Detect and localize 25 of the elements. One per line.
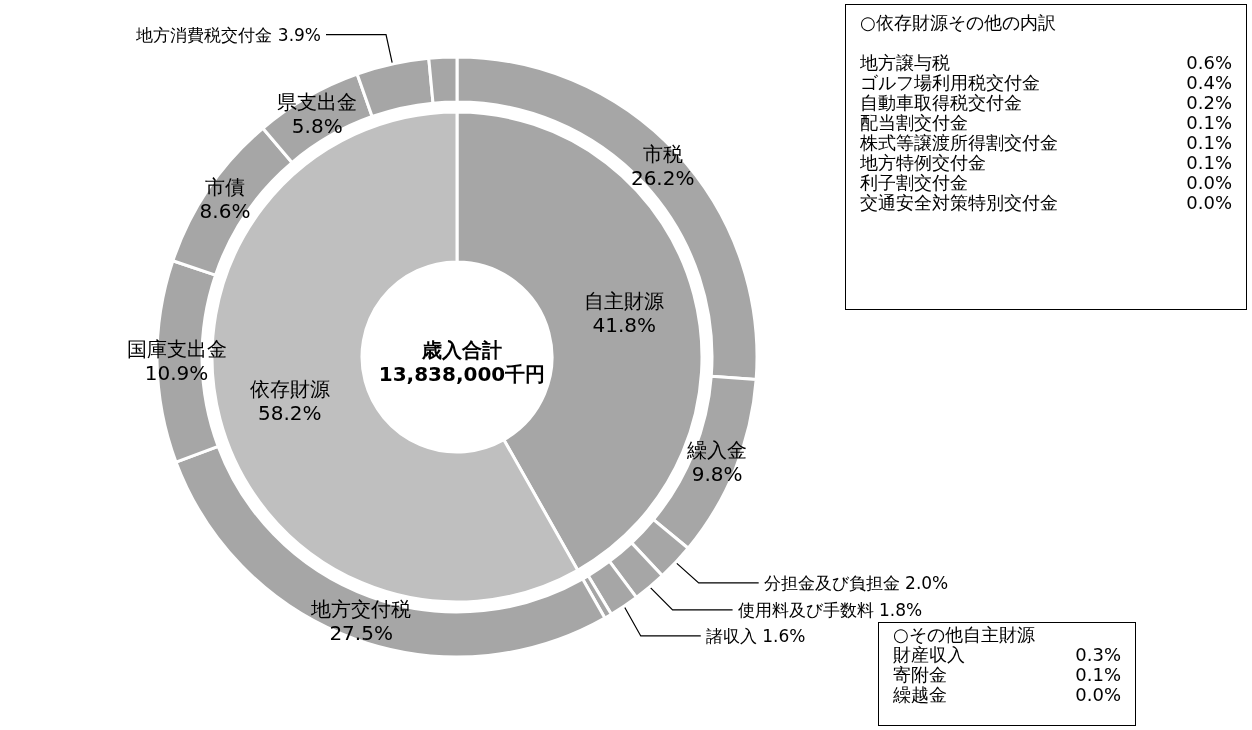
slice-label: 使用料及び手数料 1.8%	[737, 599, 923, 620]
text: 財産収入 0.3% 寄附金 0.1% 繰越金 0.0%	[893, 644, 1121, 705]
slice-label: 自主財源	[584, 288, 665, 313]
data-label: 9.8%	[691, 461, 743, 486]
data-label: 58.2%	[257, 401, 322, 426]
slice-label: 諸収入 1.6%	[705, 625, 806, 646]
data-label: 10.9%	[144, 361, 209, 386]
data-label: 5.8%	[291, 113, 343, 138]
slice-label: 国庫支出金	[126, 337, 227, 362]
data-label: 8.6%	[199, 199, 251, 224]
slice-label: 地方消費税交付金 3.9%	[135, 24, 322, 45]
text: ○その他自主財源	[893, 624, 1035, 645]
text: 地方譲与税 0.6% ゴルフ場利用税交付金 0.4% 自動車取得税交付金 0.2% 配当割交付金 0.1% 株式等譲渡所得割交付金 0.1% 地方特例交付金 0.1% 利子割交付金 0.0% 交通安全対策特別交付金 0.0%	[860, 52, 1232, 213]
slice-label: 繰入金	[686, 437, 748, 462]
slice-label: 県支出金	[277, 89, 358, 114]
slice-label: 分担金及び負担金 2.0%	[763, 572, 949, 593]
slice-label: 地方交付税	[310, 596, 412, 621]
text: ○依存財源その他の内訳	[860, 12, 1056, 33]
text: 歳入合計 13,838,000千円	[378, 338, 546, 386]
data-label: 41.8%	[592, 312, 657, 337]
slice-label: 依存財源	[249, 377, 330, 402]
slice-label: 市税	[642, 142, 683, 167]
data-label: 26.2%	[630, 166, 695, 191]
slice-label: 市債	[205, 175, 245, 200]
data-label: 27.5%	[329, 620, 393, 645]
